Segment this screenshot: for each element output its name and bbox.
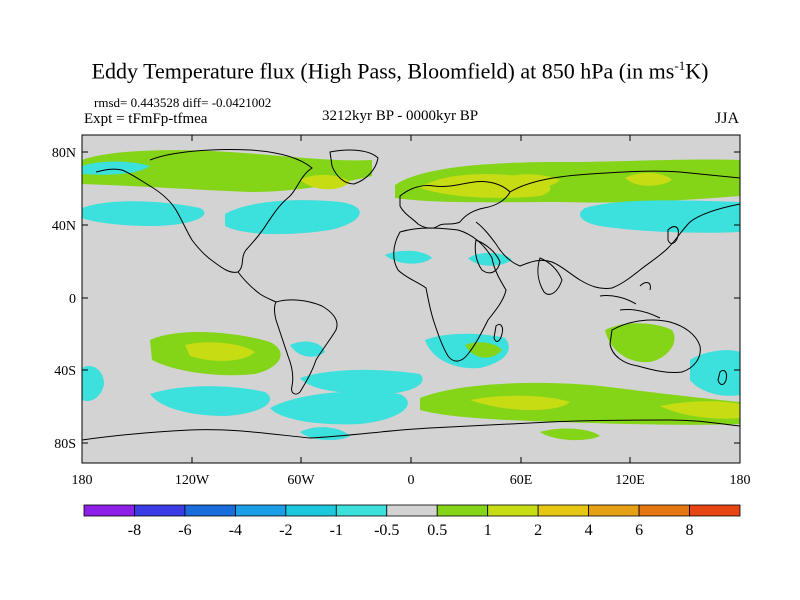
coast-antarctica (82, 419, 740, 441)
patch-cyan-southwest (82, 365, 104, 402)
coast-north-america (95, 148, 313, 273)
patch-yellow-russia (495, 174, 560, 189)
colorbar-labels: -8 -6 -4 -2 -1 -0.5 0.5 1 2 4 6 8 (128, 522, 694, 539)
lat-label: 40N (52, 219, 76, 234)
patch-yellow-southern-ocean-e (660, 401, 740, 419)
colorbar-swatch (83, 504, 135, 517)
colorbar-swatch (487, 504, 539, 517)
colorbar-swatch (689, 504, 741, 517)
patch-cyan-antarctic (300, 427, 350, 441)
lon-label: 120W (175, 473, 210, 488)
lat-labels: 80N 40N 0 40S 80S (52, 146, 76, 452)
lon-labels: 180 120W 60W 0 60E 120E 180 (72, 473, 751, 488)
lon-label: 180 (72, 473, 93, 488)
colorbar (83, 504, 741, 517)
band-green-southern-ocean (420, 382, 740, 425)
colorbar-swatch (436, 504, 489, 517)
plot-title: Eddy Temperature flux (High Pass, Bloomf… (91, 58, 709, 84)
colorbar-swatch (335, 504, 388, 517)
patch-yellow-siberia (625, 172, 672, 186)
colorbar-label: 8 (686, 522, 694, 539)
coast-greenland (329, 149, 379, 185)
patch-yellow-canada (300, 174, 350, 190)
colorbar-swatch (134, 504, 186, 517)
coast-japan (667, 226, 679, 244)
lat-label: 80N (52, 146, 76, 161)
colorbar-label: -6 (178, 522, 191, 539)
patch-cyan-mideast (468, 252, 512, 266)
colorbar-swatch (234, 504, 287, 517)
period-label: 3212kyr BP - 0000kyr BP (322, 108, 479, 124)
season-label: JJA (715, 110, 740, 127)
patch-yellow-south-pacific (185, 342, 255, 361)
lat-ticks (82, 151, 740, 444)
coast-central-america (237, 271, 277, 303)
band-cyan-southern-ocean-b (270, 391, 408, 425)
patch-green-south-africa (465, 342, 502, 358)
colorbar-label: 0.5 (427, 522, 447, 539)
coast-new-zealand (717, 369, 727, 385)
colorbar-label: 2 (534, 522, 542, 539)
patch-cyan-south-america (290, 341, 325, 357)
colorbar-swatch (386, 504, 438, 517)
patch-yellow-southern-ocean (470, 395, 570, 410)
coast-south-america (274, 299, 338, 395)
coast-arabia (474, 239, 501, 274)
map-panel (82, 135, 740, 463)
coast-se-asia-islands (599, 282, 661, 319)
patch-cyan-south-africa (425, 333, 509, 369)
colorbar-swatch (285, 504, 337, 517)
coast-india (537, 257, 563, 295)
coast-australia (609, 319, 701, 373)
lon-label: 120E (615, 473, 645, 488)
colorbar-label: -4 (229, 522, 242, 539)
coast-madagascar (493, 323, 503, 342)
patch-green-aus-west (605, 323, 675, 363)
colorbar-label: 6 (635, 522, 643, 539)
colorbar-swatch (184, 504, 236, 517)
band-cyan-southern-ocean-a (150, 386, 271, 416)
band-cyan-north-atlantic (225, 200, 360, 235)
band-cyan-southern-ocean-c (300, 369, 423, 394)
lat-label: 0 (69, 292, 76, 307)
colorbar-label: 4 (585, 522, 593, 539)
colorbar-label: -2 (279, 522, 292, 539)
lon-label: 0 (408, 473, 415, 488)
coast-africa (393, 227, 507, 362)
colorbar-label: -1 (330, 522, 343, 539)
patch-cyan-africa-north (385, 250, 432, 264)
stats-text: rmsd= 0.443528 diff= -0.0421002 (94, 95, 272, 110)
colorbar-swatch (588, 504, 640, 517)
colorbar-label: -8 (128, 522, 141, 539)
lon-label: 180 (730, 473, 751, 488)
lon-label: 60W (287, 473, 315, 488)
lat-label: 80S (54, 437, 76, 452)
colorbar-swatch (537, 504, 590, 517)
colorbar-swatch (638, 504, 690, 517)
lat-label: 40S (54, 364, 76, 379)
coast-asia (475, 170, 740, 289)
coastlines (82, 148, 740, 441)
lon-label: 60E (510, 473, 533, 488)
experiment-label: Expt = tFmFp-tfmea (84, 111, 208, 127)
patch-cyan-aus-east (690, 350, 740, 396)
band-cyan-north-pacific-east (580, 200, 740, 233)
colorbar-label: 1 (484, 522, 492, 539)
patch-green-antarctic (540, 428, 600, 441)
coast-europe (399, 181, 511, 229)
lon-ticks (81, 135, 741, 463)
colorbar-label: -0.5 (374, 522, 399, 539)
